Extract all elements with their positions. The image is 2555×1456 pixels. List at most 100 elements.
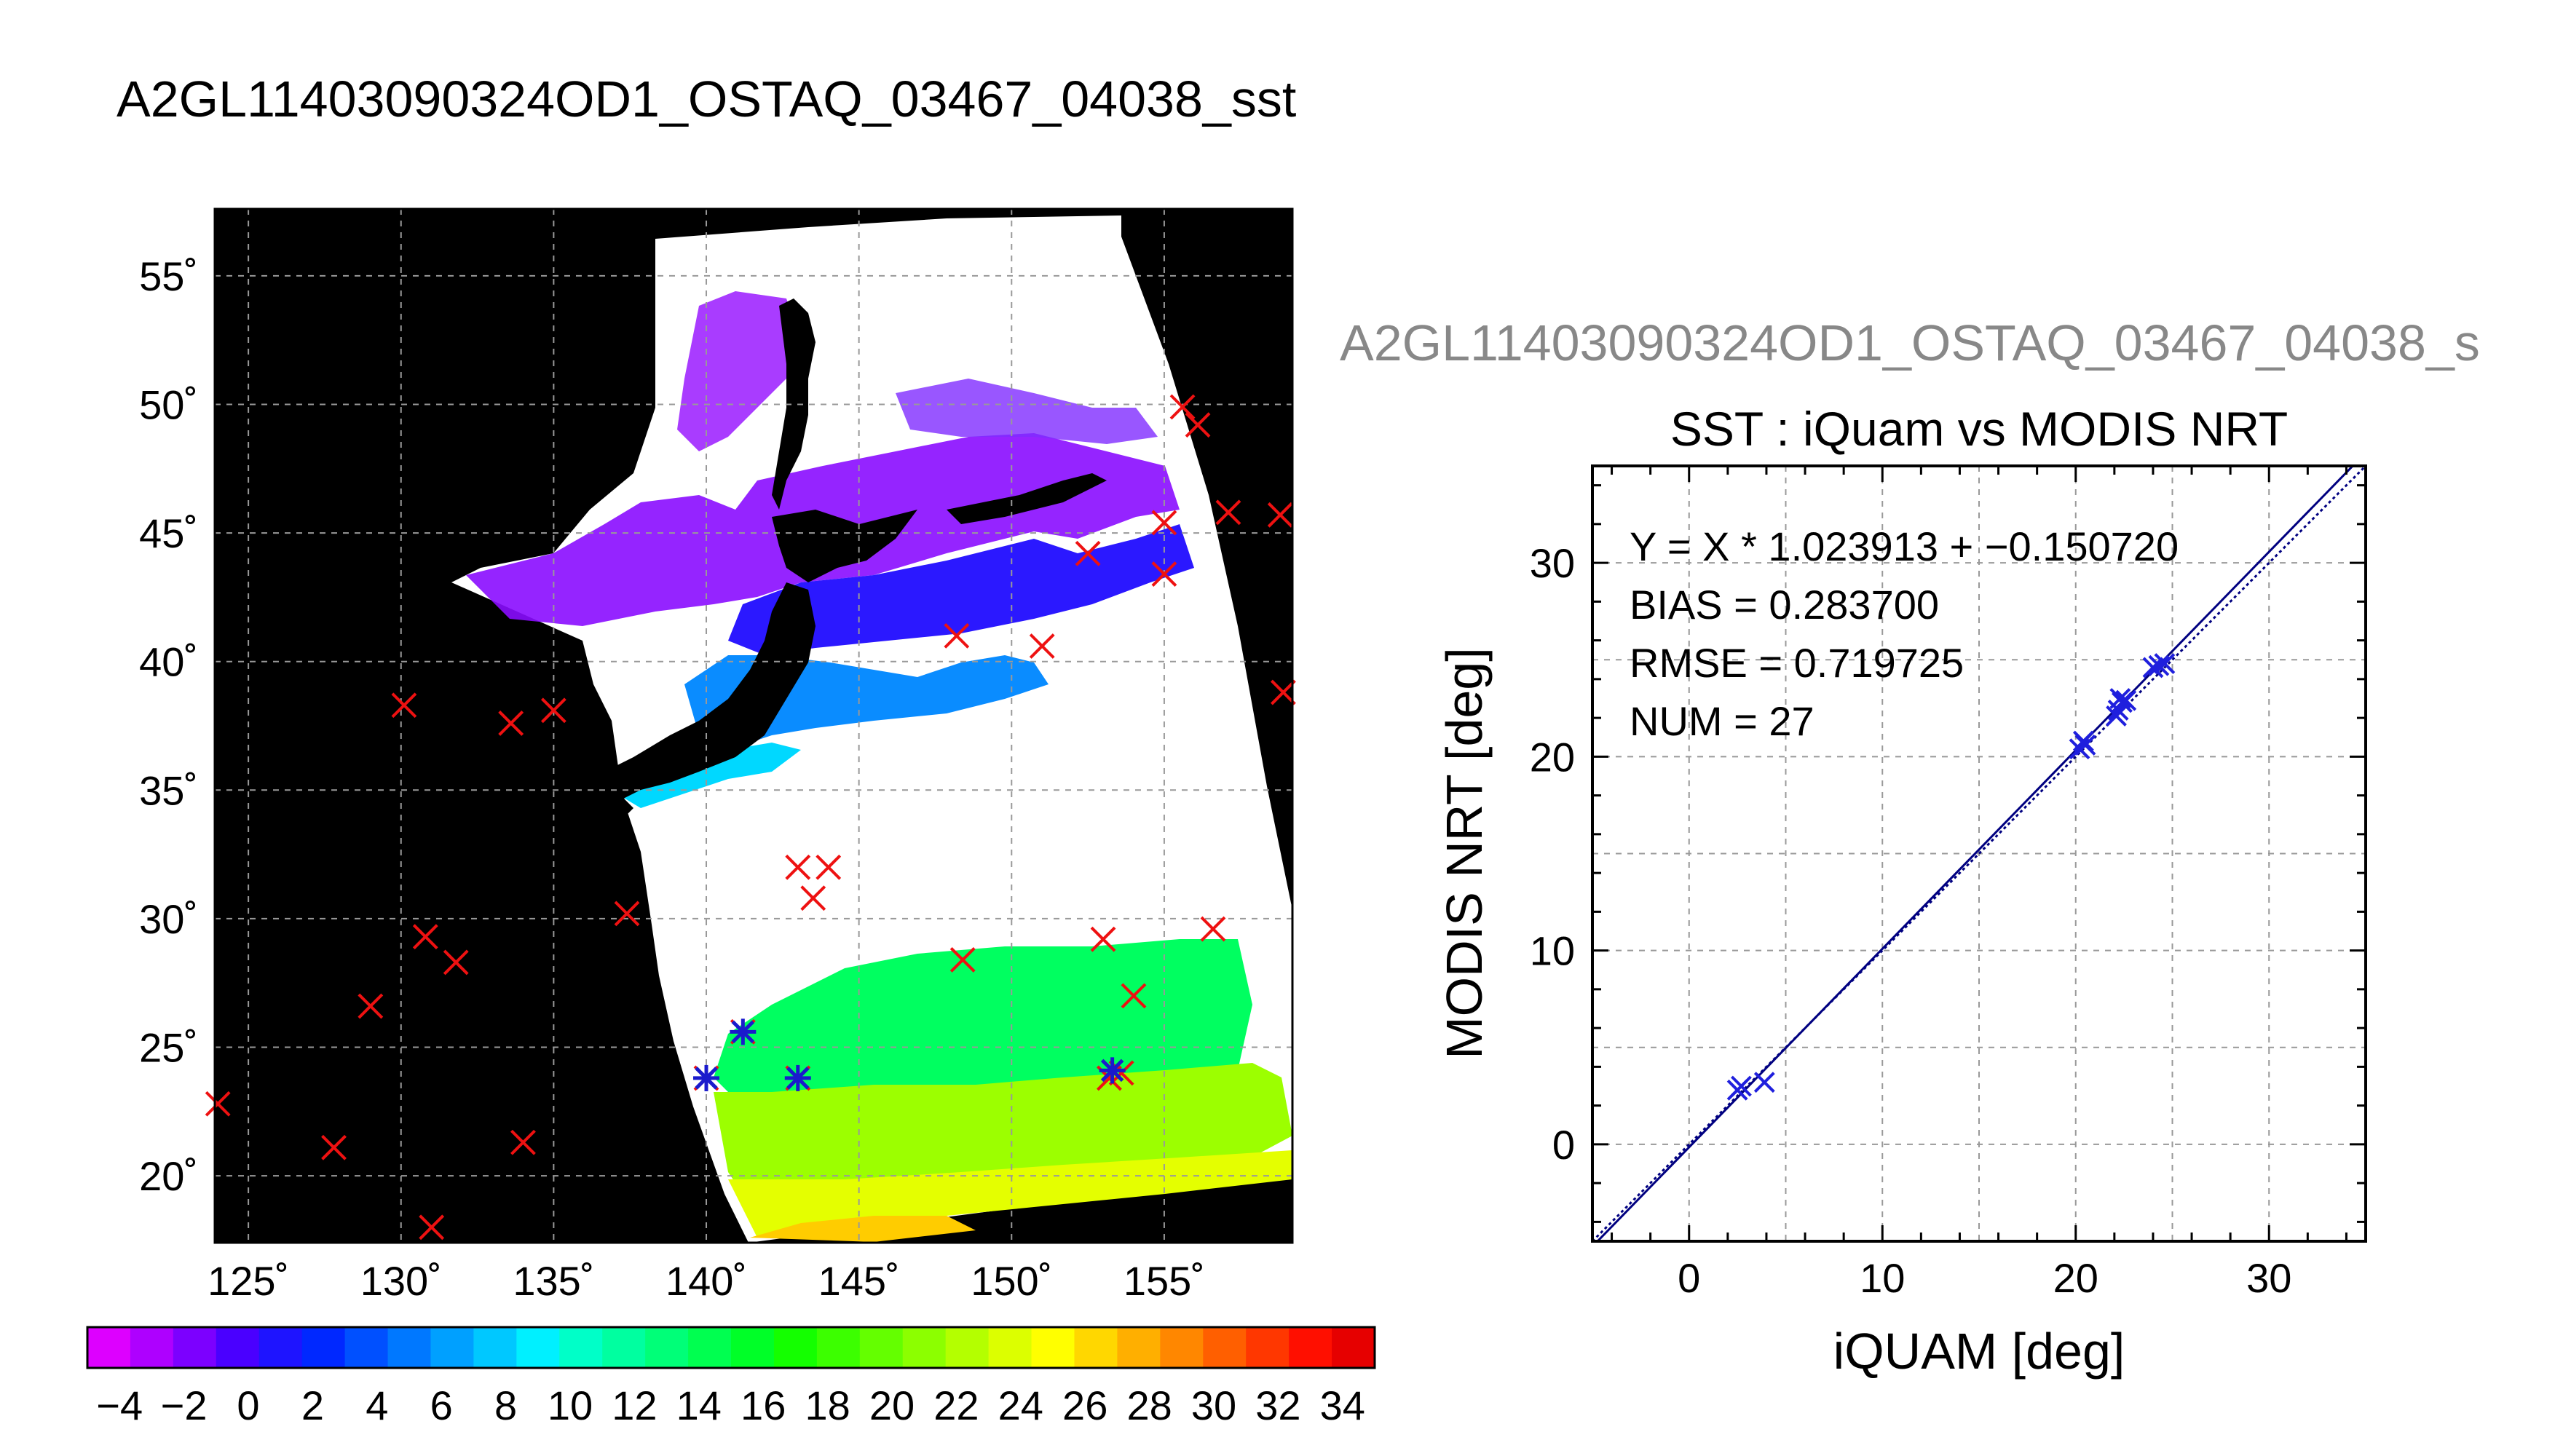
iquam-marker-stroke-b	[816, 854, 842, 880]
scatter-point	[1731, 1075, 1752, 1097]
colorbar-tick-label: 18	[805, 1382, 850, 1428]
iquam-marker	[510, 1129, 536, 1155]
colorbar-cell	[859, 1327, 904, 1368]
colorbar-cell	[216, 1327, 260, 1368]
iquam-marker-stroke-b	[412, 924, 438, 950]
colorbar-cell	[1074, 1327, 1118, 1368]
land-west-of-swath	[215, 801, 721, 1243]
colorbar-cell	[87, 1327, 131, 1368]
iquam-marker	[1215, 499, 1241, 526]
scatter-ylabel: MODIS NRT [deg]	[1436, 647, 1493, 1059]
iquam-marker	[540, 697, 566, 724]
iquam-marker-stroke-b	[949, 947, 976, 973]
iquam-marker-stroke-b	[1267, 502, 1293, 528]
iquam-marker-stroke-b	[498, 711, 524, 736]
colorbar-tick-label: 22	[933, 1382, 979, 1428]
sst-region-yellow	[728, 1150, 1292, 1238]
colorbar-cells	[87, 1327, 1375, 1368]
colorbar-cell	[988, 1327, 1032, 1368]
map-markers	[205, 394, 1296, 1241]
iquam-marker-stroke-b	[205, 1091, 231, 1117]
scatter-x-tick-label: 20	[2053, 1255, 2098, 1301]
map-x-tick-label: 145˚	[818, 1258, 900, 1304]
land-hokkaido	[772, 510, 917, 582]
colorbar-cell	[344, 1327, 389, 1368]
identity-line	[1592, 466, 2366, 1241]
colorbar-cell	[387, 1327, 432, 1368]
iquam-marker	[412, 924, 438, 950]
colorbar-tick-label: 28	[1126, 1382, 1172, 1428]
iquam-marker-stroke-b	[1200, 916, 1226, 942]
map-y-tick-label: 45˚	[139, 510, 198, 556]
colorbar-cell	[258, 1327, 303, 1368]
iquam-marker	[358, 993, 384, 1019]
scatter-frame	[1591, 464, 2367, 1243]
scatter-point-stroke-b	[2154, 653, 2176, 674]
scatter-top-title: A2GL11403090324OD1_OSTAQ_03467_04038_s	[1340, 314, 2480, 371]
map-y-tick-label: 35˚	[139, 767, 198, 813]
matchup-plus	[1099, 1057, 1126, 1084]
scatter-point	[2106, 705, 2127, 727]
matchup-marker	[784, 1064, 811, 1091]
colorbar-cell	[945, 1327, 990, 1368]
iquam-marker	[1075, 540, 1101, 566]
matchup-marker	[693, 1064, 720, 1091]
iquam-marker	[614, 901, 640, 927]
colorbar-tick-label: 26	[1062, 1382, 1107, 1428]
scatter-stats: Y = X * 1.023913 + −0.150720 BIAS = 0.28…	[1630, 523, 2179, 744]
map-x-tick-label: 125˚	[208, 1258, 289, 1304]
scatter-title: SST : iQuam vs MODIS NRT	[1670, 402, 2288, 456]
iquam-marker-stroke-b	[358, 993, 384, 1019]
scatter-y-tick-label: 0	[1552, 1122, 1575, 1168]
sst-region-orange	[750, 1216, 976, 1242]
scatter-y-tick-label: 30	[1530, 540, 1575, 586]
matchup-marker	[730, 1018, 757, 1045]
iquam-marker-stroke-b	[1029, 633, 1055, 659]
iquam-marker-stroke-b	[1169, 394, 1196, 420]
map-x-tick-label: 155˚	[1124, 1258, 1205, 1304]
map-y-tick-label: 25˚	[139, 1025, 198, 1071]
colorbar-cell	[1332, 1327, 1375, 1368]
iquam-marker-stroke-b	[614, 901, 640, 927]
colorbar-tick-label: 34	[1320, 1382, 1365, 1428]
colorbar-cell	[731, 1327, 775, 1368]
scatter-xlabel: iQUAM [deg]	[1833, 1323, 2125, 1380]
scatter-y-tick-label: 10	[1530, 928, 1575, 974]
colorbar-cell	[1203, 1327, 1247, 1368]
regression-line	[1595, 466, 2355, 1241]
scatter-x-tick-label: 30	[2246, 1255, 2291, 1301]
sst-region-blue	[728, 524, 1194, 655]
scatter-ticks	[1592, 466, 2366, 1241]
map-y-tick-label: 20˚	[139, 1153, 198, 1199]
scatter-x-tick-label: 10	[1860, 1255, 1905, 1301]
iquam-marker	[1169, 394, 1196, 420]
scatter-y-tick-label: 20	[1530, 734, 1575, 780]
colorbar-tick-label: 14	[676, 1382, 722, 1428]
iquam-marker-stroke-b	[800, 885, 826, 911]
colorbar-cell	[688, 1327, 732, 1368]
scatter-points	[1726, 653, 2176, 1101]
colorbar-cell	[173, 1327, 217, 1368]
iquam-marker	[944, 622, 970, 649]
iquam-marker	[391, 692, 417, 719]
scatter-x-tick-label: 0	[1678, 1255, 1700, 1301]
colorbar-frame	[86, 1326, 1376, 1369]
colorbar-cell	[1117, 1327, 1161, 1368]
iquam-marker	[949, 947, 976, 973]
scatter-point	[2115, 689, 2137, 711]
iquam-marker-stroke-b	[1121, 983, 1147, 1009]
colorbar: −4 −2 0 2 4 6 8 10 12 14 16 18 20 22 24 26 28 30 32 34	[86, 1326, 1376, 1428]
colorbar-tick-label: 32	[1255, 1382, 1300, 1428]
iquam-marker-stroke-b	[419, 1214, 445, 1241]
iquam-marker-stroke-b	[1151, 561, 1177, 587]
map-y-tick-label: 55˚	[139, 253, 198, 299]
colorbar-labels: −4 −2 0 2 4 6 8 10 12 14 16 18 20 22 24 26 28 30 32 34	[96, 1382, 1365, 1428]
colorbar-cell	[1031, 1327, 1075, 1368]
stats-line-bias: BIAS = 0.283700	[1630, 582, 1939, 628]
iquam-marker	[1121, 983, 1147, 1009]
map-panel: 125˚ 130˚ 135˚ 140˚ 145˚ 150˚ 155˚ 20˚ 25˚ 30˚ 35˚…	[139, 207, 1296, 1304]
scatter-point-stroke-b	[2074, 734, 2096, 756]
scatter-point-stroke-b	[1731, 1075, 1752, 1097]
scatter-lines	[1592, 466, 2366, 1241]
